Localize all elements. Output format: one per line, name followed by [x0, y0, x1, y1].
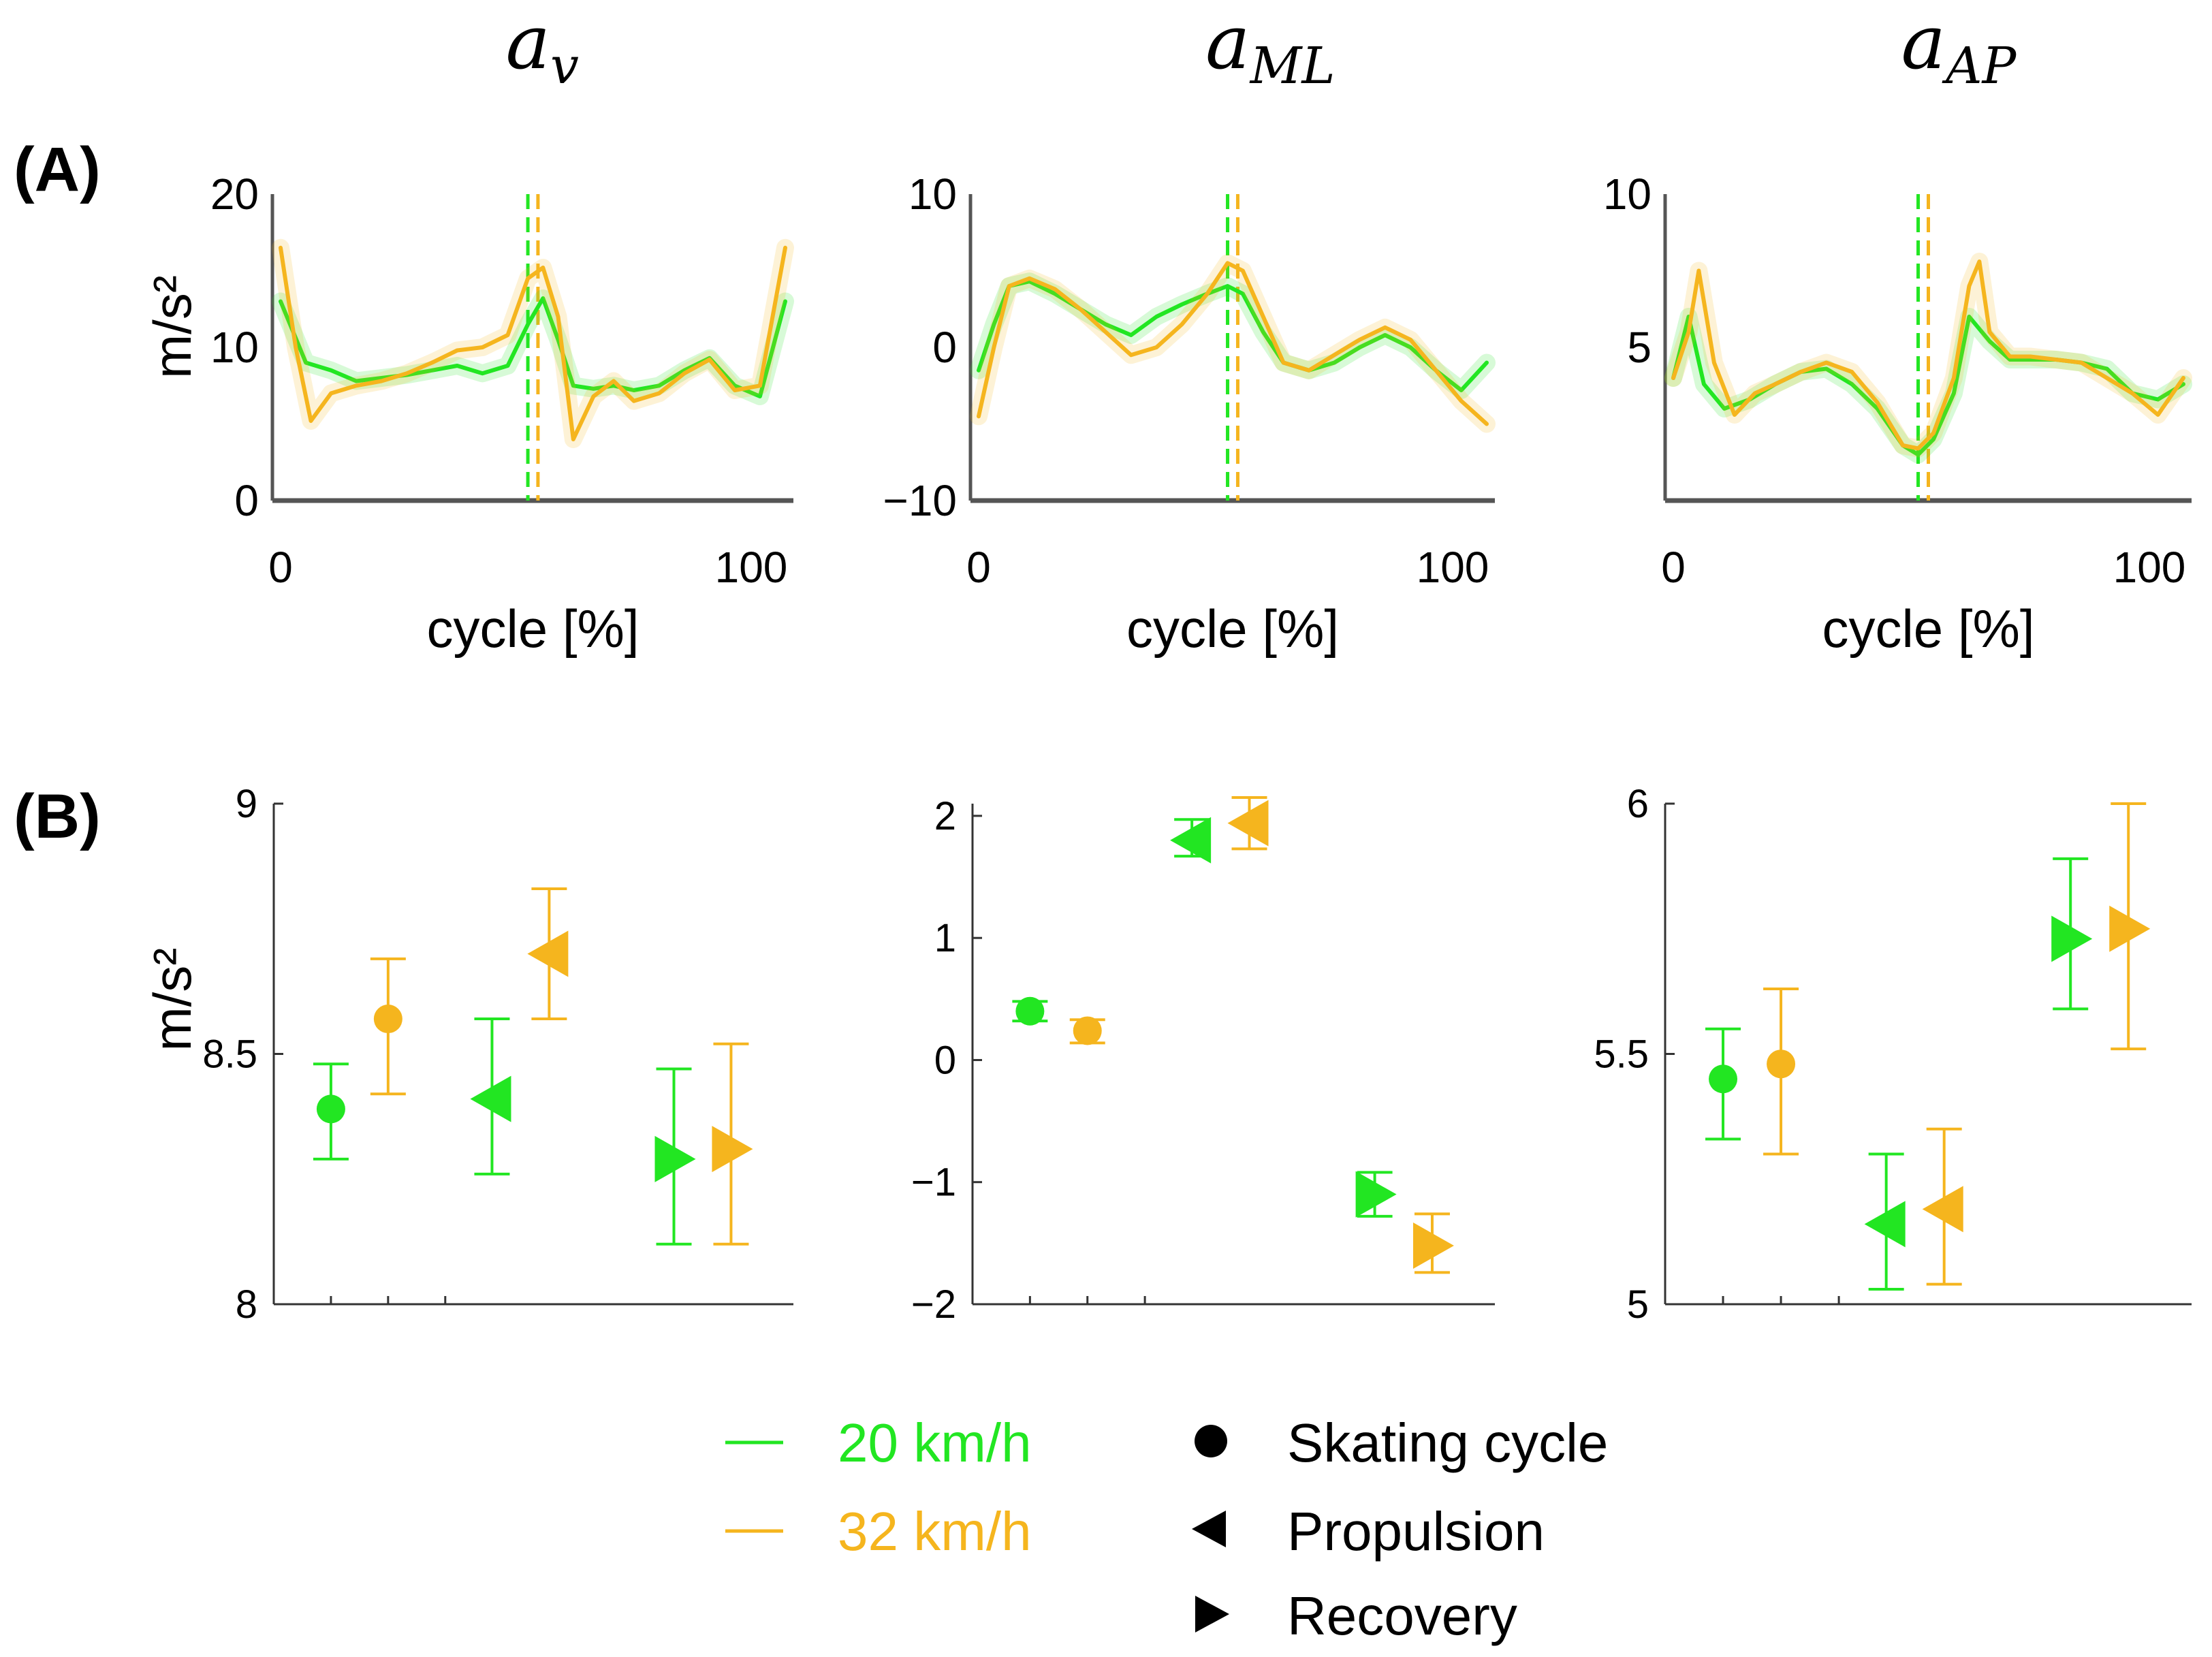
marker-skating-cycle-32-km-h: [1073, 1016, 1102, 1045]
x-axis-label: cycle [%]: [1822, 599, 2034, 659]
x-tick-label: 0: [966, 543, 991, 592]
y-tick-label: 0: [934, 1038, 956, 1082]
y-tick-label: −2: [911, 1282, 956, 1327]
marker-recovery-20-km-h: [654, 1135, 696, 1182]
chart-title-main: a: [1901, 0, 1946, 86]
chart-title-sub: AP: [1942, 37, 2017, 95]
chart-a-ml-means: −2 −1 0 1 2: [911, 794, 1495, 1327]
y-tick-label: 1: [934, 916, 956, 960]
series-line-20-km-h: [279, 296, 787, 398]
legend-label-propulsion: Propulsion: [1287, 1501, 1545, 1562]
y-tick-label: 5.5: [1594, 1032, 1649, 1077]
panel-label-b: (B): [14, 782, 101, 851]
chart-a-v-line: av 0 10 20 0 100 cycle [%] m/s²: [142, 0, 794, 659]
series-line-32-km-h: [279, 245, 787, 441]
chart-a-v-means: 8 8.5 9 m/s²: [142, 782, 793, 1327]
y-tick-label: −10: [883, 476, 957, 525]
marker-skating-cycle-32-km-h: [1767, 1050, 1796, 1079]
chart-title-sub: ML: [1249, 37, 1336, 95]
legend-triangle-right-marker: [1195, 1596, 1229, 1632]
marker-recovery-32-km-h: [2109, 905, 2151, 952]
y-tick-label: 2: [934, 794, 956, 838]
y-tick-label: 10: [1603, 170, 1652, 219]
x-tick-label: 0: [1661, 543, 1686, 592]
legend-circle-marker: [1195, 1425, 1227, 1457]
marker-skating-cycle-20-km-h: [316, 1094, 345, 1124]
marker-propulsion-32-km-h: [527, 930, 569, 977]
x-tick-label: 0: [268, 543, 293, 592]
marker-propulsion-20-km-h: [1170, 817, 1212, 864]
legend-label-recovery: Recovery: [1287, 1585, 1517, 1646]
y-tick-label: 10: [908, 170, 957, 219]
marker-propulsion-32-km-h: [1227, 800, 1269, 847]
marker-recovery-20-km-h: [2051, 915, 2093, 962]
y-tick-label: 9: [236, 782, 257, 826]
chart-title-main: a: [506, 0, 551, 86]
x-tick-label: 100: [2113, 543, 2186, 592]
marker-recovery-20-km-h: [1355, 1171, 1397, 1218]
marker-skating-cycle-20-km-h: [1709, 1064, 1738, 1094]
series-line-32-km-h: [977, 261, 1489, 426]
legend-label-32kmh: 32 km/h: [838, 1501, 1032, 1562]
legend-label-skating-cycle: Skating cycle: [1287, 1413, 1608, 1473]
series-line-20-km-h: [977, 279, 1489, 392]
y-tick-label: 0: [932, 323, 957, 372]
y-tick-label: 20: [210, 170, 259, 219]
legend: 20 km/h 32 km/h Skating cycle Propulsion…: [725, 1413, 1608, 1646]
chart-a-ap-means: 55.56: [1594, 782, 2192, 1327]
panel-label-a: (A): [14, 135, 101, 204]
y-tick-label: 0: [234, 476, 259, 525]
marker-propulsion-32-km-h: [1922, 1186, 1963, 1233]
marker-recovery-32-km-h: [712, 1126, 753, 1173]
y-tick-label: −1: [911, 1161, 956, 1205]
y-tick-label: 8.5: [202, 1032, 257, 1077]
y-tick-label: 6: [1627, 782, 1649, 826]
chart-title: aAP: [1901, 0, 2017, 95]
x-tick-label: 100: [715, 543, 788, 592]
marker-propulsion-20-km-h: [1864, 1201, 1906, 1248]
marker-skating-cycle-32-km-h: [373, 1005, 402, 1034]
x-tick-label: 100: [1417, 543, 1489, 592]
marker-propulsion-20-km-h: [470, 1075, 511, 1122]
x-axis-label: cycle [%]: [426, 599, 639, 659]
chart-title-sub: v: [550, 37, 579, 95]
chart-title-main: a: [1205, 0, 1250, 86]
x-axis-label: cycle [%]: [1126, 599, 1339, 659]
chart-title: av: [506, 0, 580, 95]
series-line-32-km-h: [1671, 259, 2185, 451]
y-axis-label: m/s²: [142, 948, 202, 1052]
y-axis-label: m/s²: [142, 275, 202, 379]
y-tick-label: 5: [1627, 323, 1652, 372]
legend-triangle-left-marker: [1192, 1511, 1226, 1547]
chart-title: aML: [1205, 0, 1336, 95]
y-tick-label: 10: [210, 323, 259, 372]
marker-skating-cycle-20-km-h: [1015, 996, 1045, 1026]
y-tick-label: 8: [236, 1282, 257, 1327]
marker-recovery-32-km-h: [1412, 1222, 1454, 1269]
y-tick-label: 5: [1627, 1282, 1649, 1327]
legend-label-20kmh: 20 km/h: [838, 1413, 1032, 1473]
